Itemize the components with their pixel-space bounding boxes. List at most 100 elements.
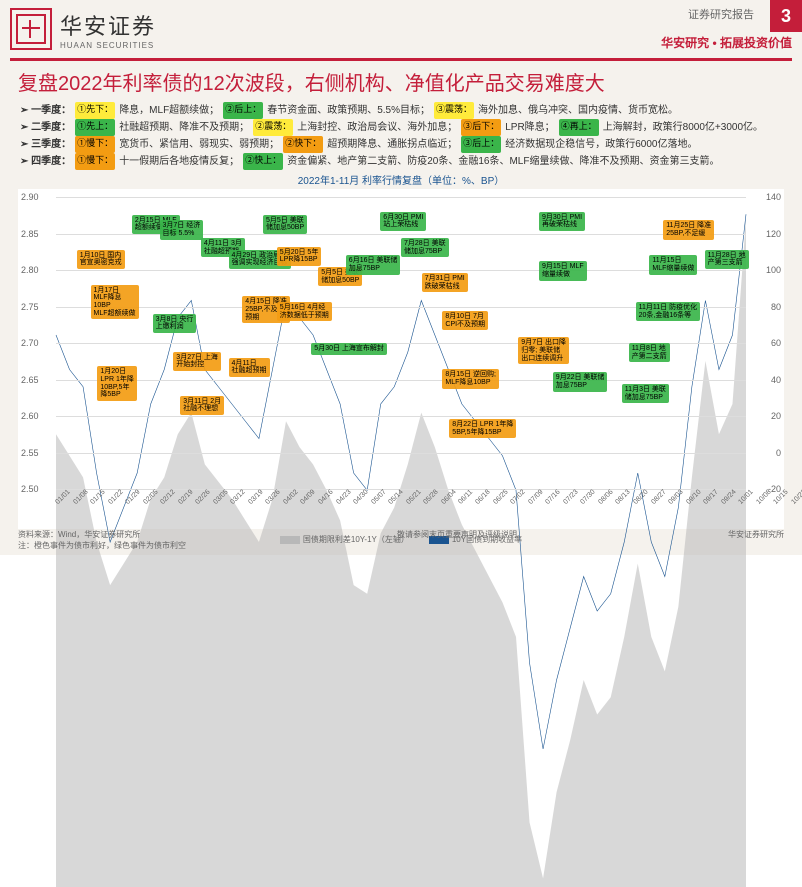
y-right-tick: 20: [771, 411, 781, 421]
y-left-tick: 2.80: [21, 265, 39, 275]
chart-annotation: 3月11日 2月社融不理想: [180, 396, 224, 415]
phase-tag: ③震荡：: [434, 102, 474, 119]
logo-text-block: 华安证券 HUAAN SECURITIES: [60, 9, 156, 50]
y-left-tick: 2.75: [21, 302, 39, 312]
y-right-tick: 0: [776, 448, 781, 458]
chart-title: 2022年1-11月 利率行情复盘（单位：%、BP）: [0, 172, 802, 187]
phase-tag: ②快下：: [283, 136, 323, 153]
chart-annotation: 6月30日 PMI站上荣枯线: [380, 212, 426, 231]
page-root: 华安证券 HUAAN SECURITIES 证券研究报告 3 华安研究 • 拓展…: [0, 0, 802, 555]
phase-tag: ②后上：: [223, 102, 263, 119]
chart-annotation: 3月7日 经济目标 5.5%: [160, 220, 204, 239]
phase-text: 春节资金面、政策预期、5.5%目标；: [267, 102, 430, 119]
header-subtitle: 华安研究 • 拓展投资价值: [661, 34, 792, 51]
phase-text: 资金偏紧、地产第二支箭、防疫20条、金融16条、MLF缩量续做、降准不及预期、资…: [287, 153, 719, 170]
chart-annotation: 1月17日MLF降息10BPMLF超额续做: [91, 285, 139, 320]
logo-en: HUAAN SECURITIES: [60, 41, 156, 50]
chart-annotation: 4月11日社融超预期: [229, 358, 270, 377]
quarter-label: ➢ 一季度：: [20, 102, 71, 119]
chart-annotation: 9月22日 美联储加息75BP: [553, 372, 608, 391]
grid-line: [56, 197, 746, 198]
chart-annotation: 11月8日 地产第二支箭: [629, 343, 670, 362]
y-left-tick: 2.60: [21, 411, 39, 421]
chart-annotation: 11月15日MLF缩量续做: [649, 255, 697, 274]
quarter-label: ➢ 四季度：: [20, 153, 71, 170]
chart-annotation: 5月20日 5年LPR降15BP: [277, 247, 322, 266]
footer-note: 注：橙色事件为债市利好，绿色事件为债市利空: [18, 540, 186, 551]
footer-center: 敬请参阅末页重要声明及评级说明: [186, 529, 728, 551]
chart-annotation: 8月10日 7月CPI不及预期: [442, 311, 488, 330]
chart-container: 2.50-202.5502.60202.65402.70602.75802.80…: [18, 189, 784, 529]
bullet-row: ➢ 三季度：①慢下：宽货币、紧信用、弱现实、弱预期； ②快下：超预期降息、通胀拐…: [20, 136, 782, 153]
y-right-tick: 120: [766, 229, 781, 239]
phase-text: 十一假期后各地疫情反复；: [119, 153, 239, 170]
grid-line: [56, 416, 746, 417]
phase-tag: ①先下：: [75, 102, 115, 119]
chart-annotation: 1月20日LPR 1年降10BP,5年降5BP: [97, 366, 136, 401]
y-left-tick: 2.70: [21, 338, 39, 348]
chart-annotation: 9月7日 出口降归零; 美联储出口连续调升: [518, 337, 569, 364]
phase-tag: ③后上：: [461, 136, 501, 153]
grid-line: [56, 453, 746, 454]
y-left-tick: 2.85: [21, 229, 39, 239]
chart-annotation: 3月8日 央行上缴利润: [153, 314, 197, 333]
quarter-label: ➢ 三季度：: [20, 136, 71, 153]
phase-tag: ②快上：: [243, 153, 283, 170]
chart-annotation: 5月5日 美联储加息50BP: [263, 215, 307, 234]
y-right-tick: 60: [771, 338, 781, 348]
footer: 资料来源：Wind，华安证券研究所 注：橙色事件为债市利好，绿色事件为债市利空 …: [18, 529, 784, 551]
chart-annotation: 5月16日 4月经济数据低于预期: [277, 302, 332, 321]
chart-area: 2.50-202.5502.60202.65402.70602.75802.80…: [56, 197, 746, 489]
phase-tag: ①慢下：: [75, 153, 115, 170]
phase-text: 经济数据现企稳信号，政策行6000亿落地。: [505, 136, 697, 153]
y-left-tick: 2.50: [21, 484, 39, 494]
phase-tag: ①慢下：: [75, 136, 115, 153]
footer-left: 资料来源：Wind，华安证券研究所 注：橙色事件为债市利好，绿色事件为债市利空: [18, 529, 186, 551]
chart-annotation: 7月28日 美联储加息75BP: [401, 238, 449, 257]
phase-tag: ③后下：: [461, 119, 501, 136]
y-right-tick: 140: [766, 192, 781, 202]
y-right-tick: 80: [771, 302, 781, 312]
phase-text: LPR降息；: [505, 119, 554, 136]
chart-annotation: 6月16日 美联储加息75BP: [346, 255, 401, 274]
x-tick: 10/22: [790, 489, 802, 510]
y-right-tick: 40: [771, 375, 781, 385]
chart-annotation: 7月31日 PMI跌破荣枯线: [422, 273, 468, 292]
phase-text: 上海封控、政治局会议、海外加息；: [297, 119, 457, 136]
phase-text: 超预期降息、通胀拐点临近；: [327, 136, 457, 153]
main-title: 复盘2022年利率债的12次波段，右侧机构、净值化产品交易难度大: [0, 61, 802, 102]
x-axis-labels: 01/0101/0801/1501/2201/2902/0502/1202/19…: [56, 493, 746, 505]
y-left-tick: 2.55: [21, 448, 39, 458]
phase-text: 上海解封，政策行8000亿+3000亿。: [603, 119, 763, 136]
phase-tag: ②震荡：: [253, 119, 293, 136]
quarter-label: ➢ 二季度：: [20, 119, 71, 136]
chart-annotation: 11月25日 降准25BP,不足缓: [663, 220, 714, 239]
chart-annotation: 11月11日 防疫优化20条,金融16条等: [636, 302, 700, 321]
page-number: 3: [770, 0, 802, 32]
phase-text: 社融超预期、降准不及预期；: [119, 119, 249, 136]
y-left-tick: 2.65: [21, 375, 39, 385]
chart-annotation: 5月30日 上海宣布解封: [311, 343, 387, 355]
report-label: 证券研究报告: [688, 6, 754, 22]
chart-annotation: 11月3日 美联储加息75BP: [622, 384, 669, 403]
bullet-row: ➢ 一季度：①先下：降息，MLF超额续做； ②后上：春节资金面、政策预期、5.5…: [20, 102, 782, 119]
chart-annotation: 1月10日 国内官宣奥密克戎: [77, 250, 125, 269]
chart-annotation: 9月15日 MLF缩量续做: [539, 261, 587, 280]
chart-annotation: 3月27日 上海开始封控: [173, 352, 221, 371]
phase-text: 降息，MLF超额续做；: [119, 102, 219, 119]
header: 华安证券 HUAAN SECURITIES 证券研究报告 3 华安研究 • 拓展…: [0, 0, 802, 58]
footer-right: 华安证券研究所: [728, 529, 784, 551]
chart-annotation: 11月28日 地产第三支箭: [705, 250, 749, 269]
phase-tag: ①先上：: [75, 119, 115, 136]
phase-text: 海外加息、俄乌冲突、国内疫情、货币宽松。: [478, 102, 678, 119]
chart-annotation: 8月15日 逆回购;MLF降息10BP: [442, 369, 499, 388]
phase-text: 宽货币、紧信用、弱现实、弱预期；: [119, 136, 279, 153]
phase-tag: ④再上：: [559, 119, 599, 136]
y-left-tick: 2.90: [21, 192, 39, 202]
logo-icon: [10, 8, 52, 50]
grid-line: [56, 380, 746, 381]
y-right-tick: 100: [766, 265, 781, 275]
bullets: ➢ 一季度：①先下：降息，MLF超额续做； ②后上：春节资金面、政策预期、5.5…: [0, 102, 802, 170]
footer-source: 资料来源：Wind，华安证券研究所: [18, 529, 186, 540]
chart-annotation: 9月30日 PMI再破荣枯线: [539, 212, 585, 231]
